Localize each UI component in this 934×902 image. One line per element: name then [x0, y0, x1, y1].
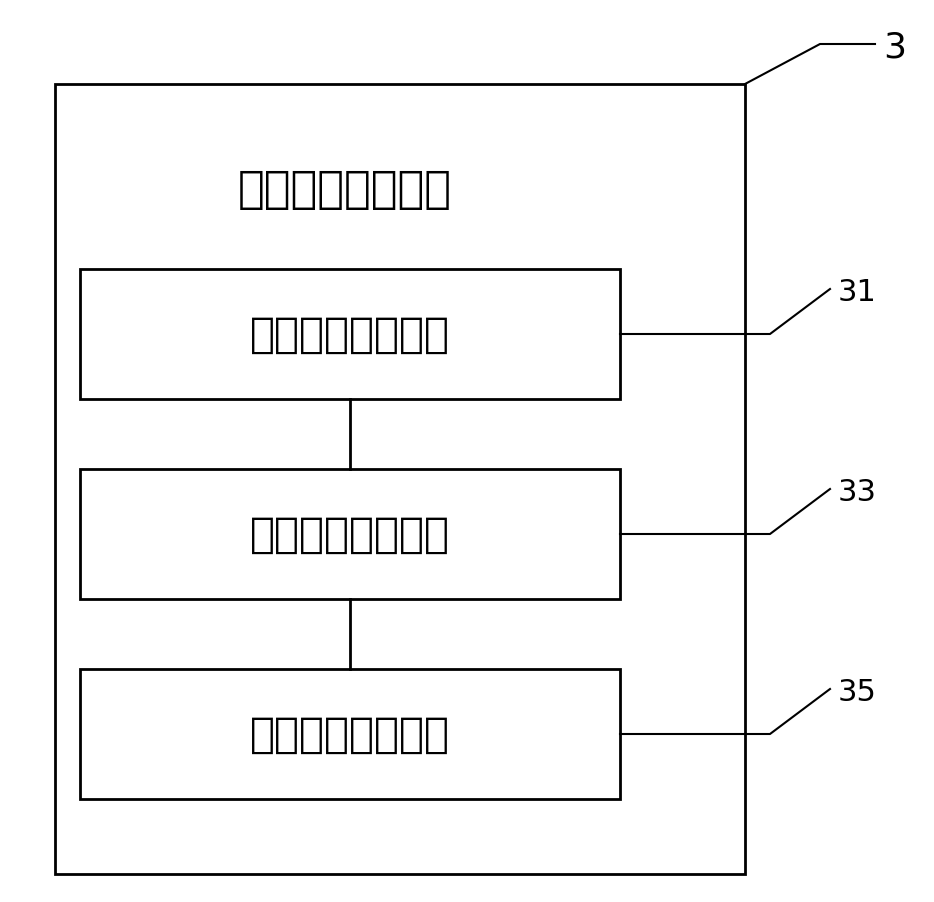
Text: 31: 31	[838, 278, 877, 307]
Text: 3: 3	[883, 30, 906, 64]
Text: 机台数量确定模块: 机台数量确定模块	[250, 713, 450, 755]
Text: 随机数表生成模块: 随机数表生成模块	[250, 314, 450, 355]
Text: 机台数量确定装置: 机台数量确定装置	[238, 169, 452, 211]
Text: 35: 35	[838, 677, 877, 706]
Bar	[55, 85, 745, 874]
Bar	[80, 270, 620, 400]
Bar	[80, 469, 620, 599]
Text: 33: 33	[838, 477, 877, 506]
Text: 机台数量增加模块: 机台数量增加模块	[250, 513, 450, 556]
Bar	[80, 669, 620, 799]
